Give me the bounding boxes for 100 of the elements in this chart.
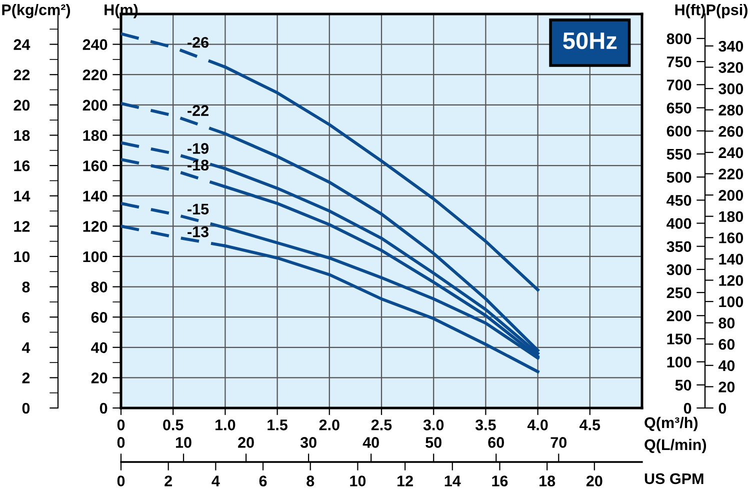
x2-tick-label: 16	[492, 476, 508, 486]
y2-tick-label: 800	[666, 33, 692, 44]
x-tick-label: 1.5	[268, 420, 288, 430]
x-tick-label: 0.5	[163, 420, 184, 430]
y3-tick-label: 80	[718, 318, 735, 328]
y3-tick-label: 0	[718, 402, 726, 414]
x-tick-label: 0	[117, 420, 125, 430]
x2-tick-label: 14	[444, 476, 461, 486]
text: 6	[22, 312, 30, 323]
x2-tick-label: 6	[259, 476, 267, 486]
text: P(kg/cm²)	[2, 4, 70, 18]
y-tick-label: 0	[100, 402, 108, 414]
y3-tick-label: 160	[719, 232, 744, 244]
text: 60	[488, 437, 504, 448]
y3-tick-label: 60	[718, 338, 735, 350]
text: Q(L/min)	[644, 438, 706, 454]
text: 40	[362, 437, 379, 448]
y2-tick-label: 650	[666, 102, 692, 114]
y3-tick-label: 340	[718, 40, 744, 52]
text: 10	[176, 437, 192, 448]
y-tick-label: 180	[83, 130, 108, 141]
y-tick-label: 220	[82, 69, 108, 80]
y3-tick-label: 300	[718, 83, 744, 94]
y2-tick-label: 150	[667, 334, 692, 344]
y-tick-label: 160	[83, 160, 108, 172]
y3-tick-label: 220	[718, 168, 744, 180]
y-tick-label: 240	[82, 39, 108, 50]
y2-tick-label: 500	[666, 172, 692, 183]
text: 8	[22, 282, 30, 292]
series-label: -19	[188, 143, 209, 154]
series-label: -22	[188, 105, 208, 116]
y-tick-label: 20	[91, 372, 108, 384]
x2-tick-label: 8	[306, 476, 314, 486]
text: 18	[14, 130, 30, 141]
y-tick-label: 40	[91, 342, 108, 354]
series-label: -15	[188, 204, 209, 214]
text: 70	[550, 437, 567, 448]
text: 24	[14, 39, 30, 50]
text: 0	[22, 402, 30, 414]
text: 2	[22, 372, 30, 384]
x2-axis-title: US GPM	[644, 473, 704, 484]
x2-tick-label: 18	[540, 476, 556, 486]
y2-tick-label: 50	[675, 380, 692, 391]
y2-tick-label: 600	[666, 126, 692, 137]
y2-tick-label: 300	[666, 264, 692, 276]
y3-tick-label: 260	[718, 126, 744, 137]
text: 12	[14, 221, 30, 232]
x-axis-title: Q(m³/h)	[644, 416, 698, 432]
text: 50Hz	[563, 32, 617, 50]
y-tick-label: 60	[91, 312, 108, 323]
text: 22	[14, 69, 30, 80]
y2-tick-label: 400	[666, 218, 692, 229]
y2-tick-label: 250	[666, 287, 692, 298]
series-label: -13	[188, 226, 209, 238]
y2-axis-title: H(ft)	[675, 4, 705, 18]
text: 16	[14, 160, 30, 172]
x-tick-label: 3.0	[423, 420, 444, 430]
y3-axis-title: P(psi)	[706, 4, 748, 18]
text: 14	[14, 190, 30, 202]
y2-tick-label: 700	[666, 80, 692, 90]
y3-tick-label: 40	[718, 360, 735, 372]
x-tick-label: 4.5	[580, 420, 600, 430]
x-tick-label: 2.0	[319, 420, 340, 430]
y3-tick-label: 200	[718, 190, 744, 201]
text: 20	[238, 437, 254, 448]
text: 10	[14, 251, 30, 262]
y2-tick-label: 100	[667, 356, 692, 368]
y3-tick-label: 320	[718, 62, 744, 73]
x2-tick-label: 2	[164, 476, 172, 486]
x2-tick-label: 12	[398, 476, 413, 486]
x-tick-label: 3.5	[475, 420, 496, 430]
y-tick-label: 140	[83, 190, 108, 202]
text: 4	[22, 342, 30, 353]
y3-tick-label: 180	[719, 211, 744, 222]
text: 30	[300, 437, 316, 448]
y3-tick-label: 140	[719, 254, 744, 265]
y2-tick-label: 450	[666, 195, 692, 206]
y-tick-label: 80	[91, 282, 108, 292]
y3-tick-label: 120	[719, 275, 744, 286]
x2-tick-label: 0	[117, 476, 125, 486]
text: 20	[14, 100, 30, 111]
y2-tick-label: 350	[666, 241, 692, 252]
y-tick-label: 100	[83, 251, 108, 262]
x-tick-label: 2.5	[371, 420, 392, 430]
x2-tick-label: 4	[212, 476, 220, 486]
y3-tick-label: 280	[718, 104, 744, 116]
x-tick-label: 4.0	[527, 420, 548, 430]
x2-tick-label: 20	[586, 476, 602, 486]
text: 0	[117, 437, 125, 448]
text: 50	[426, 437, 442, 448]
y2-tick-label: 0	[684, 402, 692, 414]
y2-tick-label: 200	[666, 310, 692, 322]
y-tick-label: 120	[83, 221, 108, 232]
y3-tick-label: 240	[718, 147, 744, 158]
y3-tick-label: 20	[718, 382, 735, 392]
x-tick-label: 1.0	[216, 420, 236, 430]
y-tick-label: 200	[82, 100, 108, 111]
x2-tick-label: 10	[350, 476, 366, 486]
y3-tick-label: 100	[719, 296, 744, 308]
y2-tick-label: 550	[666, 148, 692, 160]
